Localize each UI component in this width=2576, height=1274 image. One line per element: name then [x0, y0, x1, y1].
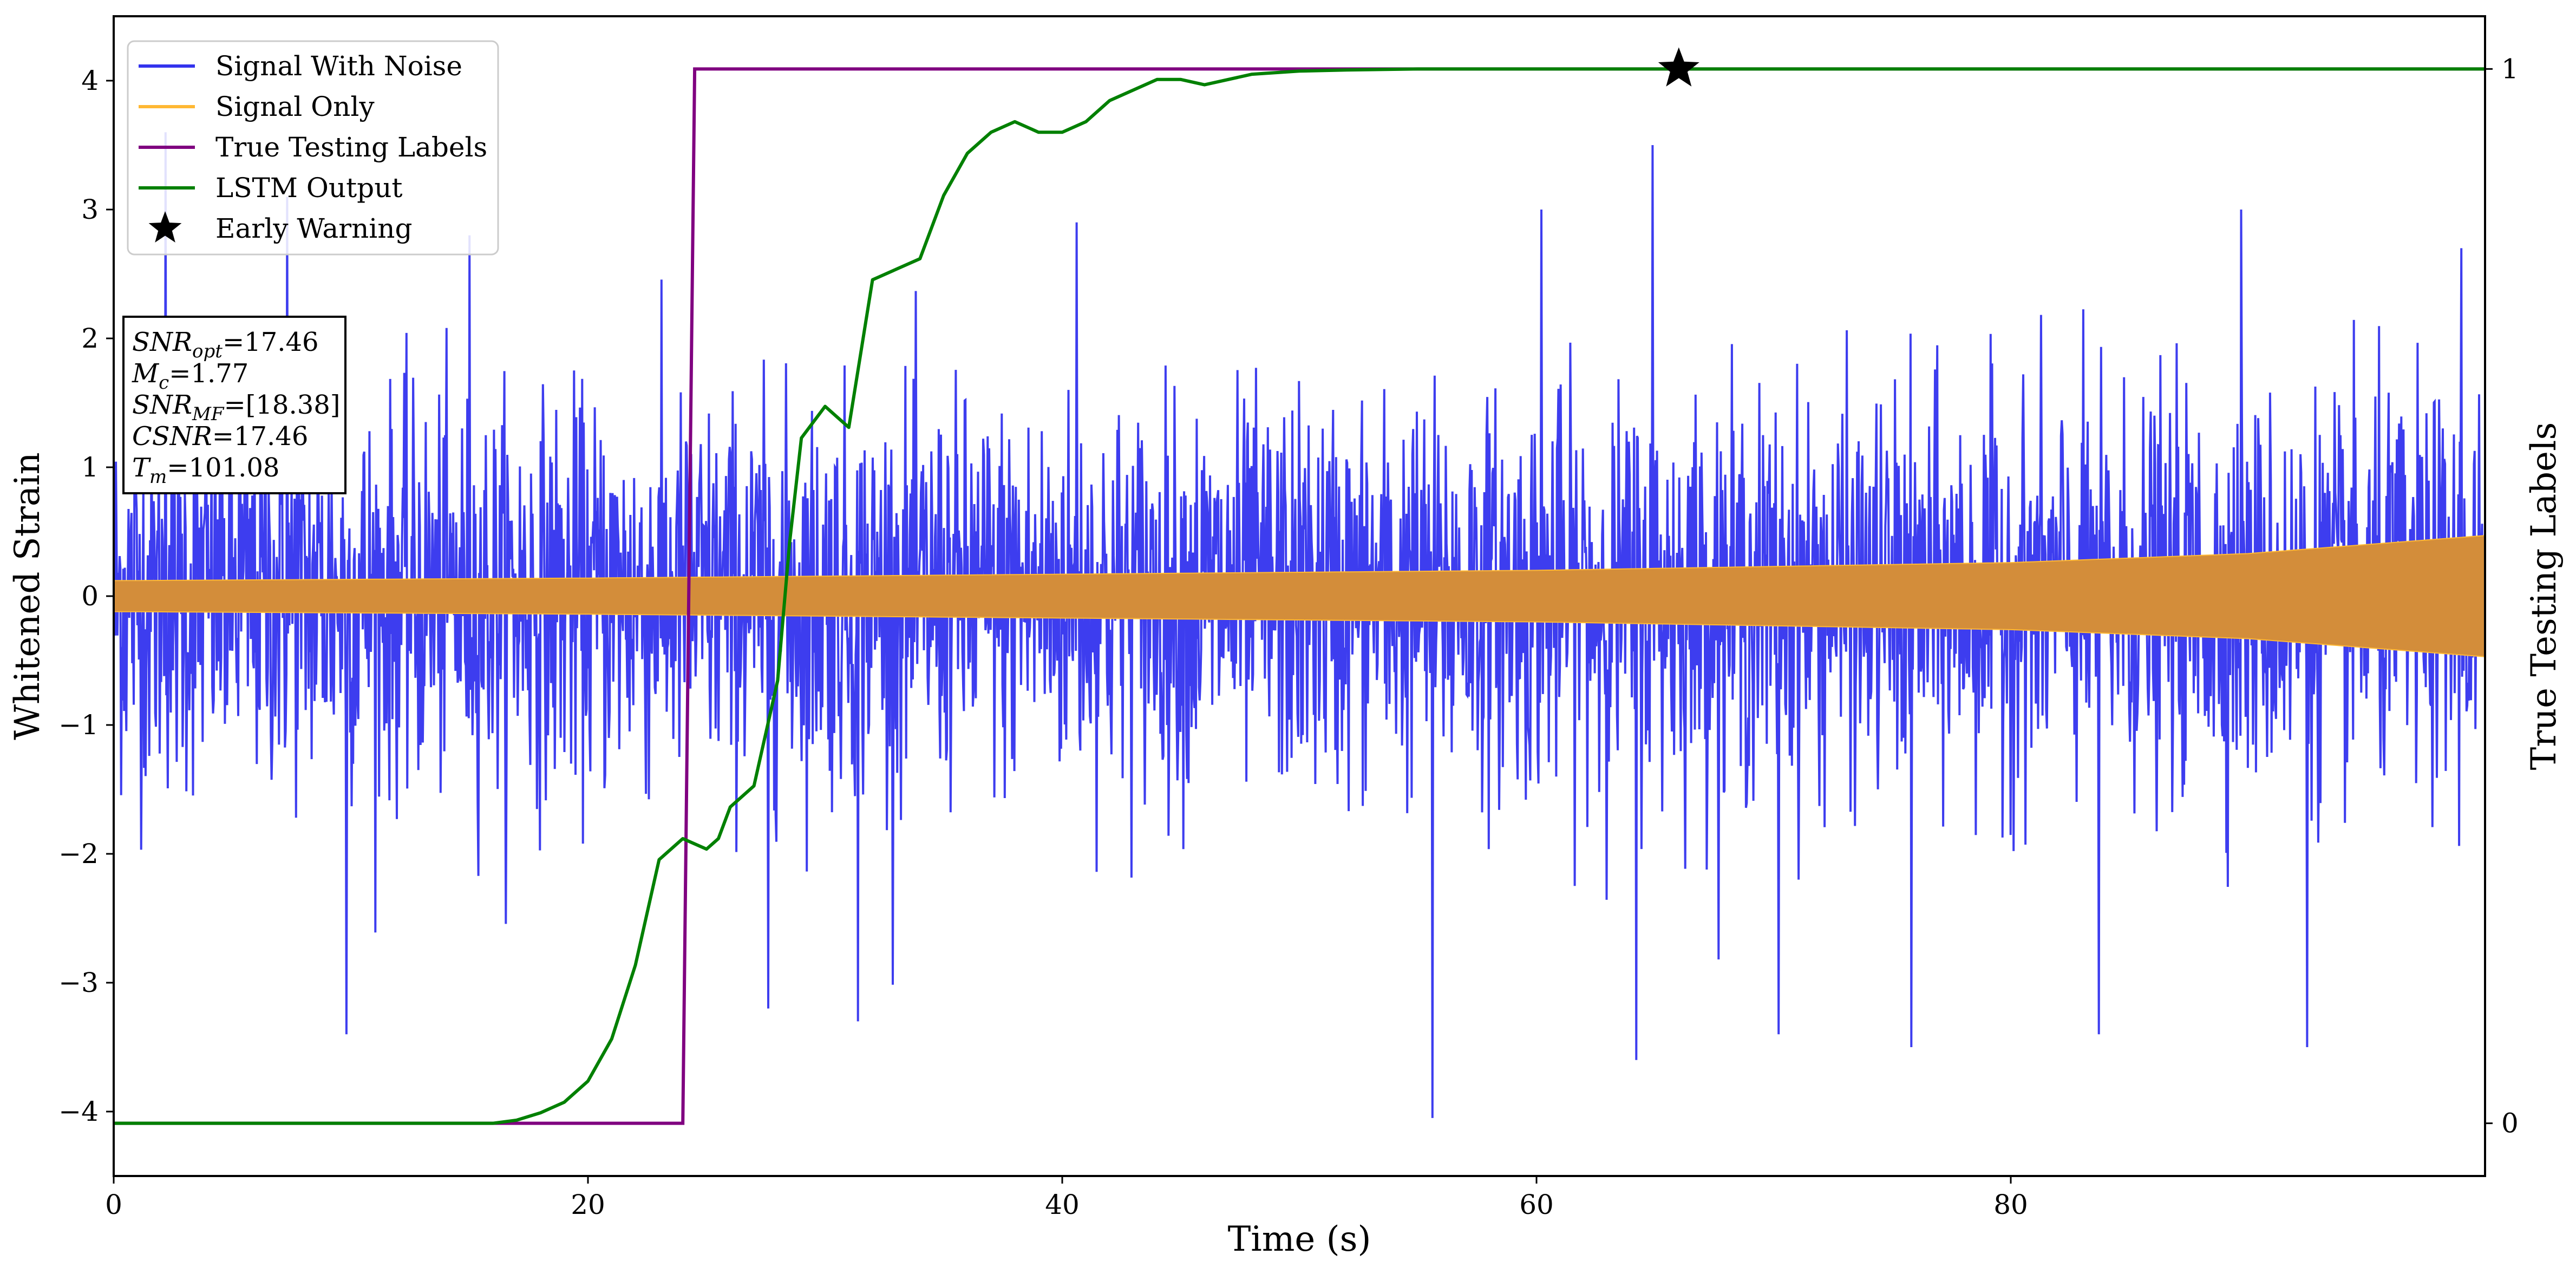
info-line: SNRMF=[18.38]	[132, 390, 341, 425]
y-tick-label: 3	[81, 194, 99, 225]
info-line-subscript: MF	[192, 403, 225, 425]
info-line-symbol: SNR	[132, 327, 192, 357]
info-box: SNRopt=17.46Mc=1.77SNRMF=[18.38]CSNR=17.…	[122, 316, 346, 494]
x-axis-title: Time (s)	[1228, 1219, 1371, 1259]
y-tick-label: 4	[81, 65, 99, 96]
legend-box	[127, 40, 499, 256]
y-tick-label: 2	[81, 323, 99, 354]
info-line-subscript: opt	[192, 341, 223, 362]
early-warning-marker-layer	[1658, 47, 1699, 87]
y-tick-label: −4	[58, 1096, 99, 1127]
legend: Signal With Noise Signal Only True Testing…	[127, 40, 499, 256]
info-line-value: =1.77	[169, 358, 249, 389]
y2-axis-title: True Testing Labels	[2524, 422, 2564, 770]
info-line-value: =[18.38]	[224, 390, 340, 420]
lstm-output-line	[114, 67, 2485, 1125]
info-line: CSNR=17.46	[132, 421, 308, 452]
info-line-value: =17.46	[212, 421, 309, 452]
y-axis-title: Whitened Strain	[8, 452, 48, 740]
legend-label-signal-only: Signal Only	[215, 91, 375, 122]
y2-axis-ticks: 01	[2485, 53, 2519, 1139]
info-line: Tm=101.08	[132, 453, 279, 488]
info-line-subscript: c	[159, 372, 169, 394]
info-line-symbol: M	[132, 358, 160, 389]
legend-label-true-testing-labels: True Testing Labels	[215, 132, 487, 163]
lstm-output-series	[114, 67, 2485, 1125]
info-line-symbol: CSNR	[132, 421, 212, 452]
x-tick-label: 20	[571, 1189, 605, 1220]
y2-tick-label: 0	[2501, 1108, 2519, 1139]
info-line-value: =101.08	[167, 453, 279, 483]
legend-label-lstm-output: LSTM Output	[215, 172, 402, 204]
info-line-symbol: T	[132, 453, 151, 483]
early-warning-marker	[1658, 47, 1699, 87]
y-tick-label: −2	[58, 838, 99, 870]
x-tick-label: 80	[1993, 1189, 2028, 1220]
info-line-symbol: SNR	[132, 390, 192, 420]
info-line-subscript: m	[149, 466, 167, 488]
info-box-frame	[122, 316, 346, 494]
x-tick-label: 40	[1045, 1189, 1080, 1220]
legend-swatch-early-warning	[148, 211, 182, 243]
info-line: Mc=1.77	[132, 358, 249, 394]
info-line-value: =17.46	[223, 327, 319, 357]
y-tick-label: 1	[81, 452, 99, 483]
x-axis-ticks: 0 20 40 60 80	[105, 1176, 2028, 1220]
x-tick-label: 0	[105, 1189, 122, 1220]
y2-tick-label: 1	[2501, 53, 2519, 84]
y-axis-ticks: −4 −3 −2 −1 0 1 2 3 4	[58, 65, 114, 1127]
y-tick-label: 0	[81, 580, 99, 612]
x-tick-label: 60	[1519, 1189, 1554, 1220]
legend-label-signal-with-noise: Signal With Noise	[215, 50, 462, 82]
info-line: SNRopt=17.46	[132, 327, 319, 362]
y-tick-label: −3	[58, 967, 99, 998]
legend-label-early-warning: Early Warning	[215, 213, 413, 244]
y-tick-label: −1	[58, 709, 99, 741]
